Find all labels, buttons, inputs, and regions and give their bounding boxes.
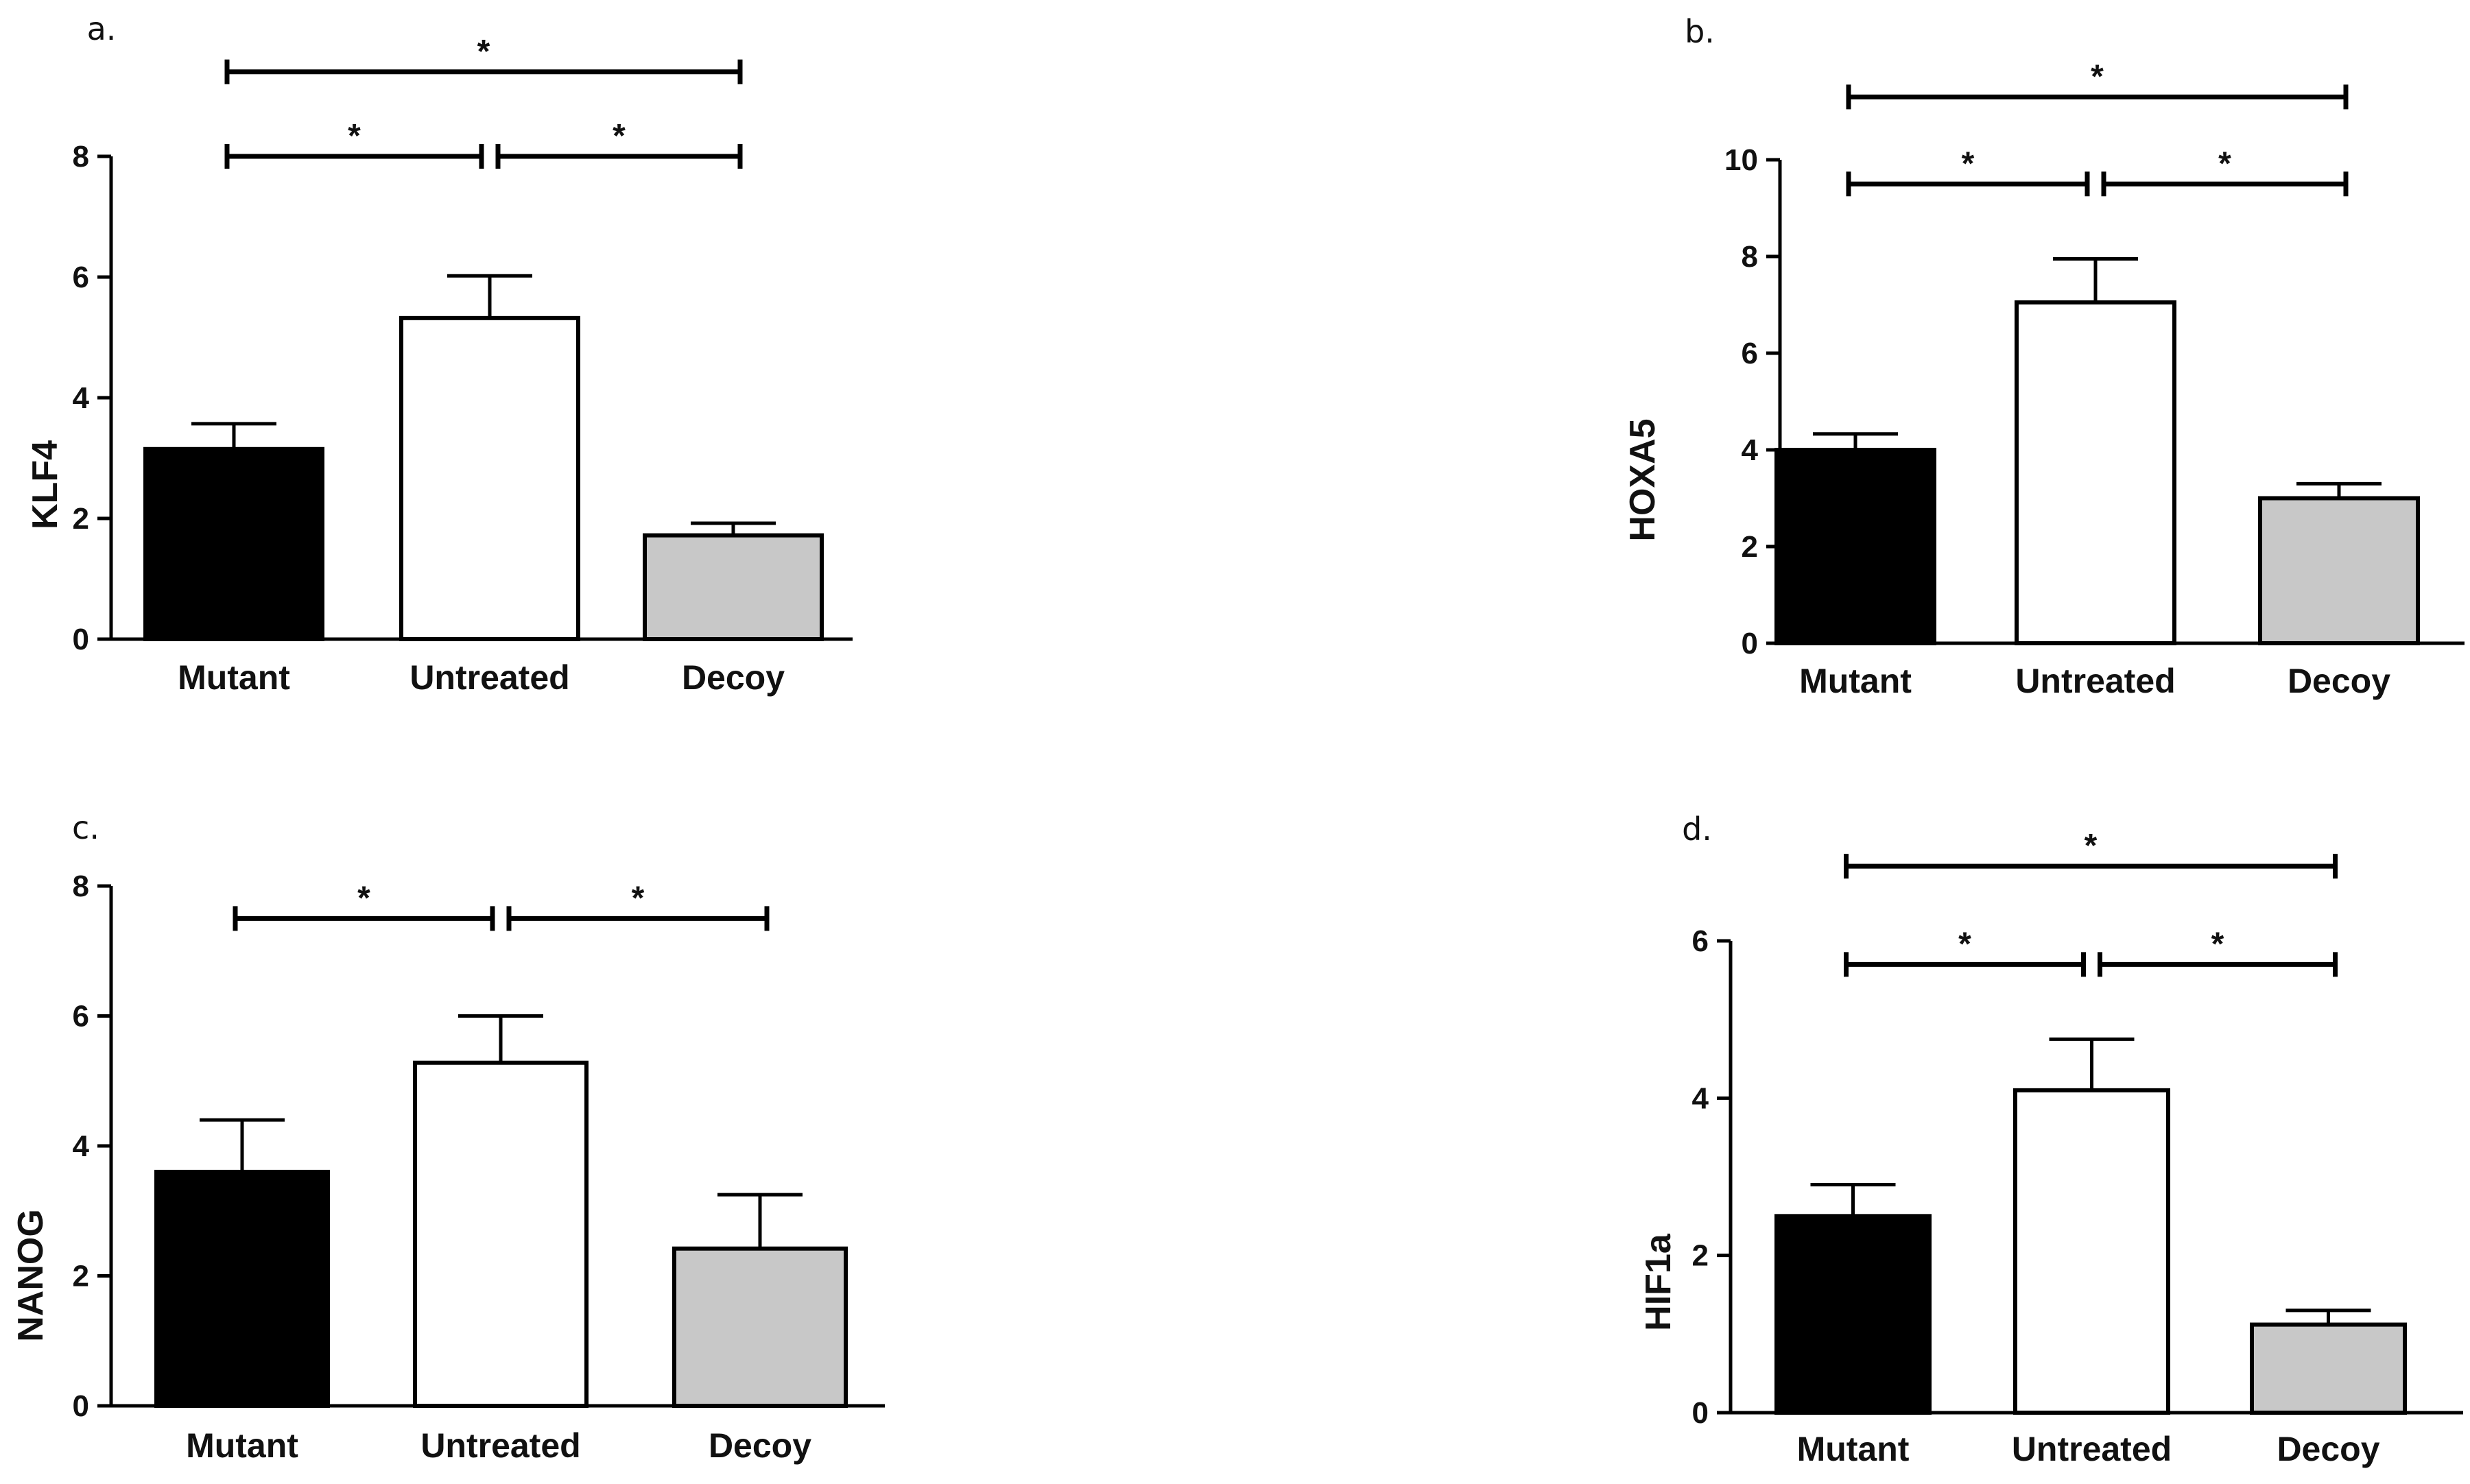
bar-untreated [2015, 300, 2176, 645]
panel-letter: d. [1682, 811, 1712, 848]
bar-mutant [1774, 448, 1936, 645]
y-tick-label: 2 [73, 1260, 89, 1293]
x-category-label: Mutant [1797, 1430, 1910, 1468]
y-tick-label: 0 [73, 623, 89, 656]
x-category-label: Decoy [709, 1426, 811, 1465]
y-tick-label: 8 [73, 870, 89, 903]
bar-decoy [2250, 1322, 2407, 1415]
y-tick-label: 2 [1742, 530, 1758, 564]
y-tick-label: 2 [73, 502, 89, 536]
y-axis-label: NANOG [11, 1209, 51, 1342]
bar-mutant [143, 446, 324, 641]
chart-panel-4: d. HIF1a 0 2 4 6 Mutant Untreated Decoy * * * [1639, 811, 2463, 1468]
y-tick-label: 6 [1692, 924, 1709, 958]
x-category-label: Untreated [409, 658, 569, 697]
y-axis-label: HIF1a [1639, 1233, 1678, 1331]
y-tick-label: 2 [1692, 1239, 1709, 1273]
y-axis-label: KLF4 [25, 440, 65, 529]
significance-star: * [348, 118, 361, 154]
x-category-label: Untreated [2015, 662, 2175, 700]
y-tick-label: 4 [73, 1129, 90, 1163]
significance-star: * [357, 880, 370, 916]
significance-star: * [632, 880, 645, 916]
panel-letter: b. [1685, 13, 1715, 50]
x-category-label: Mutant [178, 658, 290, 697]
y-tick-label: 10 [1724, 143, 1758, 177]
x-category-label: Decoy [682, 658, 785, 697]
y-tick-label: 0 [1742, 627, 1758, 660]
significance-star: * [2091, 58, 2104, 95]
significance-star: * [613, 118, 626, 154]
panel-letter: c. [72, 809, 99, 846]
y-tick-label: 0 [1692, 1396, 1709, 1430]
y-tick-label: 8 [73, 140, 89, 173]
y-tick-label: 0 [73, 1389, 89, 1423]
chart-panel-3: c. NANOG 0 2 4 6 8 Mutant Untreated Decoy * * [11, 809, 885, 1465]
y-tick-label: 4 [1742, 433, 1759, 467]
x-category-label: Untreated [2012, 1430, 2172, 1468]
y-tick-label: 8 [1742, 240, 1758, 274]
chart-panel-2: b. HOXA5 0 2 4 6 8 10 Mutant Untreated Decoy * * * [1623, 13, 2465, 700]
y-tick-label: 4 [1692, 1081, 1709, 1115]
y-tick-label: 6 [1742, 337, 1758, 370]
bar-decoy [2258, 496, 2420, 645]
bar-decoy [672, 1246, 848, 1408]
x-category-label: Mutant [186, 1426, 298, 1465]
y-tick-label: 6 [73, 1000, 89, 1033]
significance-star: * [1958, 926, 1971, 962]
chart-panel-1: a. KLF4 0 2 4 6 8 Mutant Untreated Decoy * * * [25, 10, 853, 697]
significance-star: * [2085, 828, 2098, 864]
y-tick-label: 4 [73, 381, 90, 415]
y-tick-label: 6 [73, 261, 89, 294]
x-category-label: Decoy [2288, 662, 2390, 700]
significance-star: * [2211, 926, 2224, 962]
x-category-label: Decoy [2277, 1430, 2379, 1468]
bar-decoy [643, 533, 824, 642]
significance-star: * [477, 34, 490, 70]
bar-mutant [154, 1169, 330, 1409]
bar-untreated [2013, 1088, 2170, 1415]
significance-star: * [2218, 145, 2231, 182]
significance-star: * [1962, 145, 1975, 182]
x-category-label: Mutant [1799, 662, 1912, 700]
bar-mutant [1774, 1214, 1932, 1415]
bar-untreated [413, 1060, 589, 1408]
x-category-label: Untreated [420, 1426, 580, 1465]
bar-untreated [399, 315, 580, 641]
panel-letter: a. [87, 10, 117, 47]
y-axis-label: HOXA5 [1623, 418, 1663, 541]
